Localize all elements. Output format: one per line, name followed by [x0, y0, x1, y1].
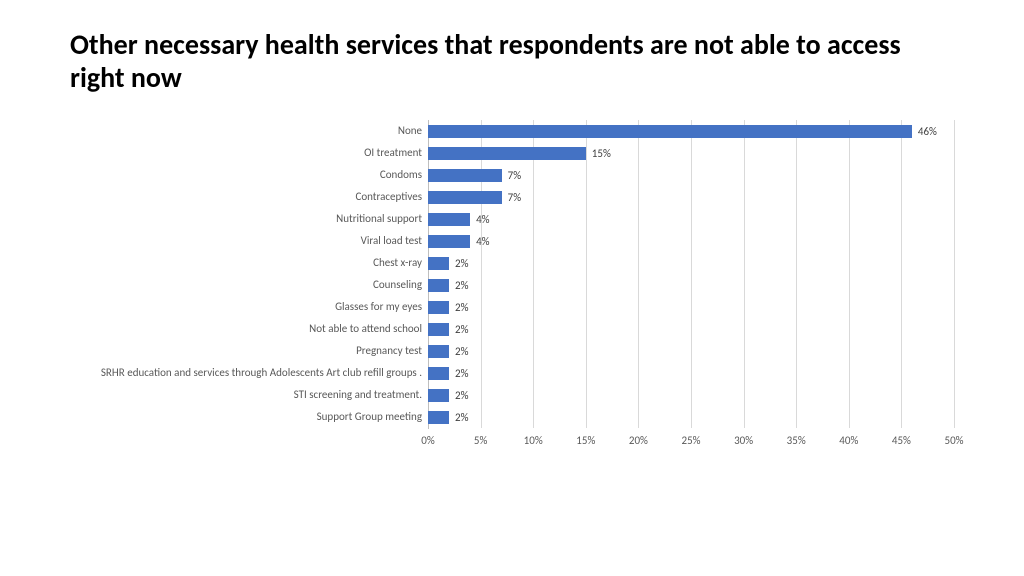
bar-row: SRHR education and services through Adol…: [428, 362, 954, 384]
category-label: Glasses for my eyes: [335, 301, 428, 313]
value-label: 4%: [470, 213, 489, 226]
bar: [428, 323, 449, 336]
bar: [428, 345, 449, 358]
bar: [428, 301, 449, 314]
x-axis: 0%5%10%15%20%25%30%35%40%45%50%: [428, 428, 954, 452]
category-label: None: [398, 125, 428, 137]
bar-row: Glasses for my eyes2%: [428, 296, 954, 318]
category-label: Viral load test: [361, 235, 428, 247]
bar: [428, 125, 912, 138]
x-tick-label: 10%: [524, 434, 543, 447]
category-label: Condoms: [380, 169, 428, 181]
x-tick-label: 40%: [839, 434, 858, 447]
category-label: Counseling: [373, 279, 428, 291]
value-label: 2%: [449, 389, 468, 402]
x-tick-label: 5%: [474, 434, 487, 447]
slide-root: Other necessary health services that res…: [0, 0, 1024, 448]
grid-line: [954, 120, 955, 428]
bar-row: Pregnancy test2%: [428, 340, 954, 362]
category-label: Contraceptives: [355, 191, 428, 203]
bar-row: STI screening and treatment.2%: [428, 384, 954, 406]
bar-row: Nutritional support4%: [428, 208, 954, 230]
bar: [428, 169, 502, 182]
bar-row: Viral load test4%: [428, 230, 954, 252]
x-tick-label: 35%: [787, 434, 806, 447]
value-label: 4%: [470, 235, 489, 248]
bar: [428, 257, 449, 270]
category-label: Not able to attend school: [309, 323, 428, 335]
x-tick-label: 50%: [944, 434, 963, 447]
x-tick-label: 15%: [576, 434, 595, 447]
category-label: STI screening and treatment.: [294, 389, 428, 401]
bar-row: Condoms7%: [428, 164, 954, 186]
value-label: 7%: [502, 169, 521, 182]
category-label: Support Group meeting: [317, 411, 428, 423]
bar: [428, 389, 449, 402]
value-label: 2%: [449, 323, 468, 336]
value-label: 7%: [502, 191, 521, 204]
value-label: 2%: [449, 367, 468, 380]
x-tick-label: 30%: [734, 434, 753, 447]
plot-area: None46%OI treatment15%Condoms7%Contracep…: [428, 120, 954, 428]
bar-row: Counseling2%: [428, 274, 954, 296]
bar: [428, 213, 470, 226]
bar-row: OI treatment15%: [428, 142, 954, 164]
value-label: 2%: [449, 301, 468, 314]
bar: [428, 411, 449, 424]
bar: [428, 367, 449, 380]
value-label: 2%: [449, 411, 468, 424]
category-label: Chest x-ray: [373, 257, 428, 269]
bar-row: Chest x-ray2%: [428, 252, 954, 274]
x-tick-label: 45%: [892, 434, 911, 447]
category-label: Nutritional support: [336, 213, 428, 225]
value-label: 2%: [449, 345, 468, 358]
category-label: OI treatment: [364, 147, 428, 159]
value-label: 2%: [449, 257, 468, 270]
value-label: 15%: [586, 147, 611, 160]
value-label: 2%: [449, 279, 468, 292]
bar-row: Contraceptives7%: [428, 186, 954, 208]
value-label: 46%: [912, 125, 937, 138]
x-tick-label: 25%: [681, 434, 700, 447]
x-tick-label: 20%: [629, 434, 648, 447]
category-label: SRHR education and services through Adol…: [101, 367, 428, 379]
x-tick-label: 0%: [421, 434, 434, 447]
bar: [428, 147, 586, 160]
category-label: Pregnancy test: [356, 345, 428, 357]
bar: [428, 191, 502, 204]
bars-container: None46%OI treatment15%Condoms7%Contracep…: [428, 120, 954, 428]
bar-row: Support Group meeting2%: [428, 406, 954, 428]
bar: [428, 279, 449, 292]
bar-row: Not able to attend school2%: [428, 318, 954, 340]
page-title: Other necessary health services that res…: [70, 28, 954, 94]
bar: [428, 235, 470, 248]
bar-chart: None46%OI treatment15%Condoms7%Contracep…: [80, 120, 954, 428]
bar-row: None46%: [428, 120, 954, 142]
